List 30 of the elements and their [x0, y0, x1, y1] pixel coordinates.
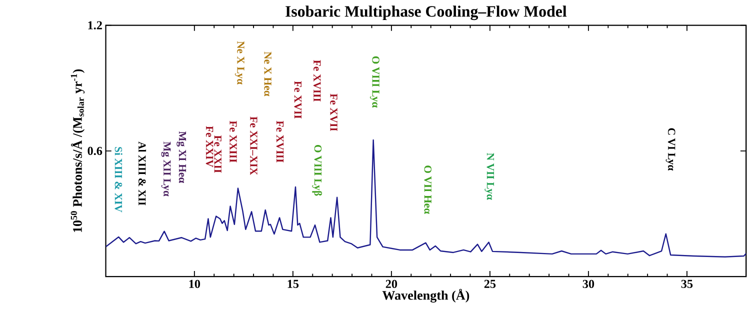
annotation: Fe XVIII	[276, 121, 284, 163]
annotation: Fe XXIV	[206, 126, 214, 168]
annotation: Mg XII Lyα	[161, 142, 171, 197]
x-tick-label: 20	[386, 280, 398, 288]
annotation: Fe XXIII	[230, 121, 237, 163]
annotation: N VII Lyα	[484, 153, 494, 200]
annotation: Ne X Lyα	[234, 41, 244, 85]
annotation: C VI Lyα	[666, 128, 676, 171]
annotation: Fe XVIII	[313, 60, 321, 102]
x-tick-label: 10	[189, 280, 200, 288]
annotation: Al XIII & XII	[138, 142, 146, 206]
annotation: O VIII Lyα	[370, 56, 380, 108]
y-axis-title: 10$^{50}$ Photons/s/Å /(M$_{solar}$ yr$^{-1}$)	[70, 70, 85, 232]
annotation: O VII Heα	[424, 166, 432, 214]
x-tick-label: 15	[288, 280, 299, 288]
y-tick-label: 0.6	[88, 147, 102, 156]
annotation: Fe XVII	[294, 81, 302, 119]
chart-title: Isobaric Multiphase Cooling–Flow Model	[286, 6, 567, 20]
x-tick-label: 35	[681, 280, 693, 288]
y-tick-label: 1.2	[88, 21, 102, 30]
x-axis-title: Wavelength (Å)	[382, 289, 470, 303]
annotation: Fe XVII	[330, 94, 338, 132]
x-tick-label: 30	[582, 280, 594, 288]
annotation: Ne X Heα	[264, 52, 272, 96]
annotation: O VIII Lyβ	[312, 145, 322, 196]
annotation: Fe XXII	[214, 136, 222, 173]
annotation: Si XIII & XIV	[114, 147, 122, 213]
annotation: Fe XXI–XIX	[250, 116, 258, 176]
x-tick-label: 25	[484, 280, 496, 288]
annotation: Mg XI Heα	[176, 132, 186, 184]
